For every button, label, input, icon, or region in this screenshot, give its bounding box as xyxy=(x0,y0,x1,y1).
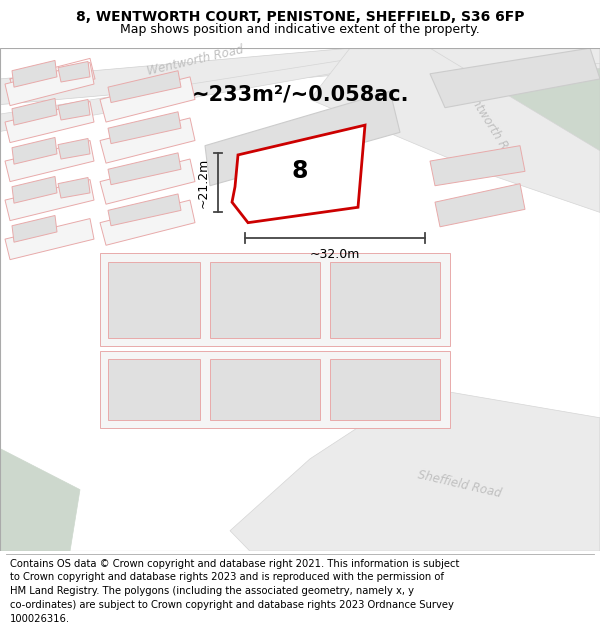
Polygon shape xyxy=(58,61,90,82)
Polygon shape xyxy=(330,262,440,338)
Text: 8: 8 xyxy=(292,159,308,183)
Polygon shape xyxy=(0,449,80,551)
Text: Wentworth Road: Wentworth Road xyxy=(458,80,521,171)
Polygon shape xyxy=(205,91,400,186)
Polygon shape xyxy=(108,194,181,226)
Polygon shape xyxy=(108,112,181,144)
Polygon shape xyxy=(12,138,57,164)
Polygon shape xyxy=(330,359,440,420)
Polygon shape xyxy=(58,99,90,120)
Polygon shape xyxy=(100,159,195,204)
Polygon shape xyxy=(0,48,600,132)
Polygon shape xyxy=(12,98,57,125)
Polygon shape xyxy=(108,359,200,420)
Polygon shape xyxy=(12,61,57,87)
Text: Contains OS data © Crown copyright and database right 2021. This information is : Contains OS data © Crown copyright and d… xyxy=(10,559,459,569)
Polygon shape xyxy=(310,48,600,212)
Polygon shape xyxy=(5,219,94,259)
Text: co-ordinates) are subject to Crown copyright and database rights 2023 Ordnance S: co-ordinates) are subject to Crown copyr… xyxy=(10,600,454,610)
Polygon shape xyxy=(210,262,320,338)
Polygon shape xyxy=(100,77,195,122)
Polygon shape xyxy=(5,62,94,106)
Polygon shape xyxy=(430,48,600,108)
Polygon shape xyxy=(100,118,195,163)
Polygon shape xyxy=(58,139,90,159)
Polygon shape xyxy=(58,177,90,198)
Polygon shape xyxy=(430,146,525,186)
Polygon shape xyxy=(0,48,600,125)
Polygon shape xyxy=(232,125,365,222)
Text: ~32.0m: ~32.0m xyxy=(310,248,360,261)
Text: 100026316.: 100026316. xyxy=(10,614,70,624)
Polygon shape xyxy=(12,216,57,242)
Text: ~233m²/~0.058ac.: ~233m²/~0.058ac. xyxy=(191,84,409,104)
Text: HM Land Registry. The polygons (including the associated geometry, namely x, y: HM Land Registry. The polygons (includin… xyxy=(10,586,413,596)
Text: 8, WENTWORTH COURT, PENISTONE, SHEFFIELD, S36 6FP: 8, WENTWORTH COURT, PENISTONE, SHEFFIELD… xyxy=(76,9,524,24)
Polygon shape xyxy=(5,101,94,142)
Text: Wentworth Road: Wentworth Road xyxy=(145,43,245,78)
Polygon shape xyxy=(210,359,320,420)
Polygon shape xyxy=(100,200,195,245)
Polygon shape xyxy=(100,254,450,346)
Polygon shape xyxy=(108,153,181,184)
Polygon shape xyxy=(430,48,600,171)
Polygon shape xyxy=(5,179,94,221)
Polygon shape xyxy=(108,262,200,338)
Polygon shape xyxy=(100,351,450,428)
Polygon shape xyxy=(435,184,525,227)
Polygon shape xyxy=(5,141,94,182)
Text: ~21.2m: ~21.2m xyxy=(197,158,210,208)
Polygon shape xyxy=(108,71,181,102)
Text: to Crown copyright and database rights 2023 and is reproduced with the permissio: to Crown copyright and database rights 2… xyxy=(10,572,443,582)
Polygon shape xyxy=(12,176,57,203)
Text: Map shows position and indicative extent of the property.: Map shows position and indicative extent… xyxy=(120,23,480,36)
Text: Sheffield Road: Sheffield Road xyxy=(417,469,503,501)
Polygon shape xyxy=(230,387,600,551)
